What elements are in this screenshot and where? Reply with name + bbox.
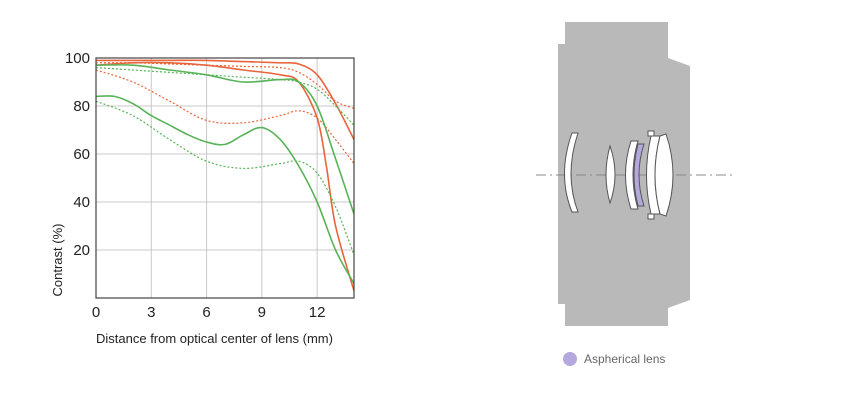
chart-series [95, 59, 355, 292]
aspherical-legend-label: Aspherical lens [584, 352, 666, 366]
y-tick-label: 80 [73, 98, 90, 115]
mtf-chart: 0 3 6 9 12 20 40 60 80 100 Distance from optical … [50, 50, 355, 346]
aspherical-lens-element [633, 143, 645, 207]
lens-element-3 [625, 140, 639, 210]
series-line-5 [95, 64, 355, 215]
plot-frame [95, 57, 355, 299]
series-line-3 [95, 61, 355, 292]
lens-cross-section-diagram [536, 22, 734, 326]
element-mount-tab [647, 213, 655, 220]
element-mount-tab [647, 130, 655, 137]
x-tick-label: 3 [147, 304, 155, 321]
aspherical-legend-swatch [563, 352, 577, 366]
x-tick-label: 9 [258, 304, 266, 321]
chart-grid [96, 58, 354, 298]
lens-barrel [558, 22, 690, 326]
series-line-4 [95, 69, 355, 164]
y-tick-label: 40 [73, 194, 90, 211]
y-tick-label: 20 [73, 242, 90, 259]
x-axis-label: Distance from optical center of lens (mm… [96, 331, 333, 346]
series-line-7 [95, 95, 355, 284]
y-tick-label: 60 [73, 146, 90, 163]
lens-element-1 [564, 132, 579, 213]
lens-element-6 [654, 133, 674, 217]
y-axis-label: Contrast (%) [50, 224, 65, 297]
lens-element-2 [605, 144, 616, 205]
y-tick-label: 100 [65, 50, 90, 67]
legend: Aspherical lens [563, 352, 665, 366]
x-tick-label: 0 [92, 304, 100, 321]
series-line-1 [95, 59, 355, 140]
x-tick-label: 6 [202, 304, 210, 321]
chart-ticks: 0 3 6 9 12 20 40 60 80 100 [65, 50, 326, 321]
series-line-8 [95, 100, 355, 256]
x-tick-label: 12 [309, 304, 326, 321]
